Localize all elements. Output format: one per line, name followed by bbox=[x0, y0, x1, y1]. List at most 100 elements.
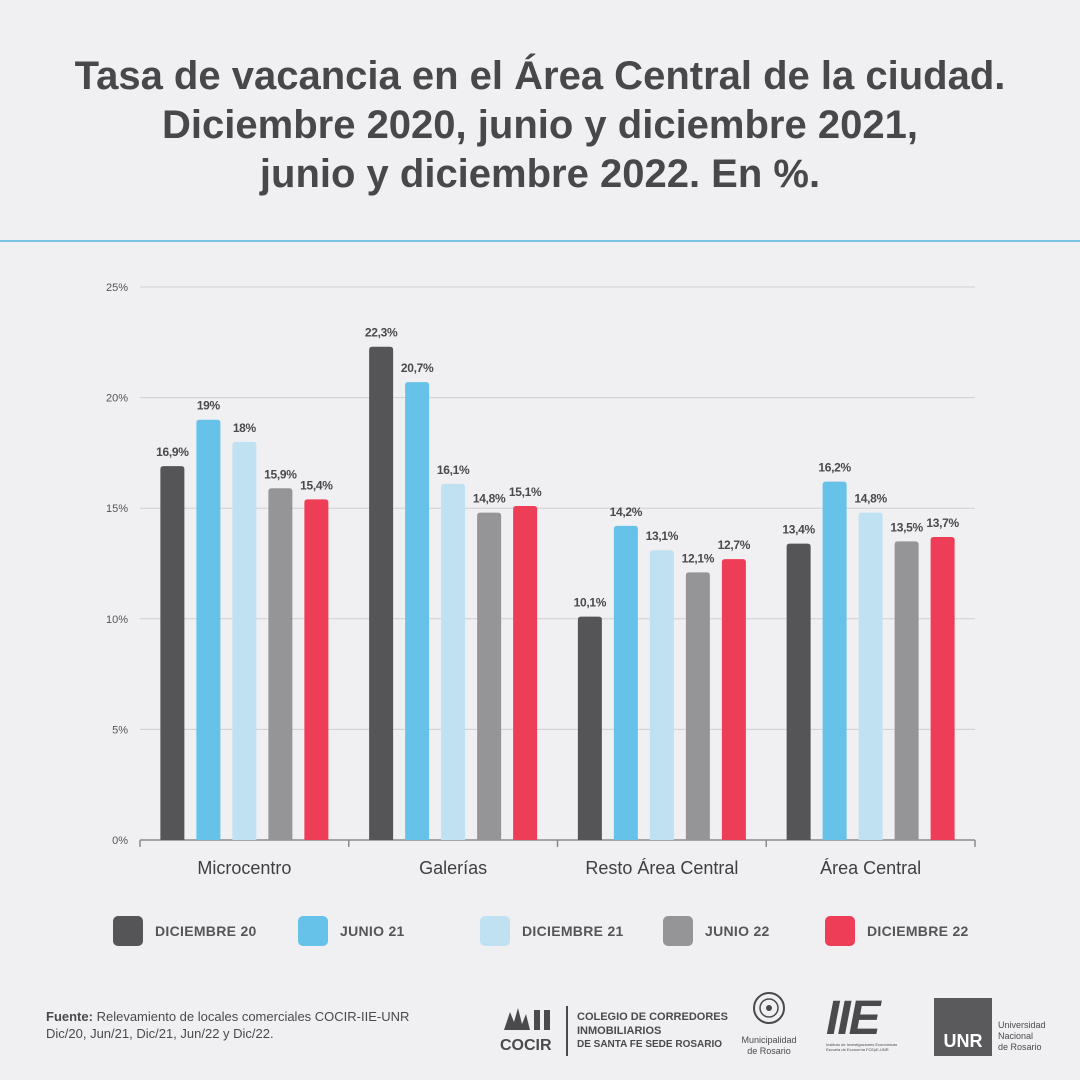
data-label: 15,9% bbox=[264, 467, 297, 481]
legend-swatch-dic21 bbox=[480, 916, 510, 946]
cocir-line-1: COLEGIO DE CORREDORES bbox=[577, 1011, 728, 1023]
data-label: 10,1% bbox=[574, 596, 607, 610]
data-label: 16,2% bbox=[818, 461, 851, 475]
municipalidad-logo: Municipalidad de Rosario bbox=[734, 990, 804, 1060]
legend-item-dic22: DICIEMBRE 22 bbox=[825, 915, 969, 947]
bar bbox=[721, 559, 746, 840]
y-tick-label: 0% bbox=[112, 835, 128, 847]
data-label: 13,4% bbox=[782, 523, 815, 537]
footer-logos: COCIR COLEGIO DE CORREDORES INMOBILIARIO… bbox=[0, 990, 1080, 1060]
title-line-2: Diciembre 2020, junio y diciembre 2021, bbox=[162, 103, 918, 147]
bar bbox=[196, 419, 221, 840]
data-label: 15,1% bbox=[509, 485, 542, 499]
unr-text: Universidad Nacional de Rosario bbox=[998, 1020, 1046, 1053]
x-category-label: Área Central bbox=[820, 858, 921, 878]
data-label: 14,8% bbox=[473, 492, 506, 506]
iie-line-1: Instituto de Investigaciones Económicas bbox=[826, 1042, 898, 1047]
bar bbox=[513, 505, 538, 840]
data-label: 22,3% bbox=[365, 326, 398, 340]
municipal-seal-icon bbox=[753, 992, 785, 1024]
data-label: 16,1% bbox=[437, 463, 470, 477]
legend-label-dic22: DICIEMBRE 22 bbox=[867, 923, 969, 939]
source-line-2: Dic/20, Jun/21, Dic/21, Jun/22 y Dic/22. bbox=[46, 1026, 274, 1041]
unr-box: UNR bbox=[934, 998, 992, 1056]
cocir-logo: COCIR bbox=[500, 1004, 562, 1056]
bar bbox=[304, 499, 329, 840]
chart-title: Tasa de vacancia en el Área Central de l… bbox=[0, 52, 1080, 199]
muni-line-1: Municipalidad bbox=[741, 1035, 797, 1045]
legend-label-jun22: JUNIO 22 bbox=[705, 923, 770, 939]
unr-line-1: Universidad bbox=[998, 1020, 1046, 1030]
data-label: 13,1% bbox=[646, 529, 679, 543]
x-category-label: Resto Área Central bbox=[585, 858, 738, 878]
unr-logo: UNR bbox=[934, 998, 992, 1056]
source-label: Fuente: bbox=[46, 1009, 93, 1024]
y-tick-label: 10% bbox=[106, 614, 128, 626]
muni-line-2: de Rosario bbox=[747, 1046, 791, 1056]
cocir-text: COLEGIO DE CORREDORES INMOBILIARIOS DE S… bbox=[577, 1010, 728, 1052]
data-label: 13,7% bbox=[926, 516, 959, 530]
cocir-separator bbox=[566, 1006, 568, 1056]
bar-chart: 0% 5% 10% 15% 20% 25% 16,9% 19% 18% 15,9%15,4% Mic… bbox=[106, 282, 976, 878]
x-category-label: Microcentro bbox=[197, 858, 291, 878]
title-line-3: junio y diciembre 2022. En %. bbox=[259, 152, 821, 196]
data-label: 16,9% bbox=[156, 445, 189, 459]
bar bbox=[160, 466, 185, 840]
legend-swatch-jun22 bbox=[663, 916, 693, 946]
cocir-wordmark: COCIR bbox=[500, 1037, 552, 1054]
chart-legend: DICIEMBRE 20 JUNIO 21 DICIEMBRE 21 JUNIO… bbox=[0, 915, 1080, 947]
title-divider bbox=[0, 240, 1080, 242]
data-label: 12,1% bbox=[682, 551, 715, 565]
legend-item-jun21: JUNIO 21 bbox=[298, 915, 405, 947]
bar bbox=[405, 382, 430, 840]
iie-line-2: Escuela de Economía FCEyE-UNR bbox=[826, 1047, 889, 1052]
bar bbox=[613, 525, 638, 840]
bar bbox=[268, 488, 293, 840]
source-line-1: Relevamiento de locales comerciales COCI… bbox=[96, 1009, 410, 1024]
bar bbox=[894, 541, 919, 840]
unr-line-3: de Rosario bbox=[998, 1042, 1042, 1052]
iie-wordmark: IIE bbox=[826, 992, 881, 1045]
legend-item-dic21: DICIEMBRE 21 bbox=[480, 915, 624, 947]
bar bbox=[858, 512, 883, 840]
bar bbox=[369, 346, 394, 840]
bar bbox=[786, 543, 811, 840]
y-tick-label: 25% bbox=[106, 282, 128, 294]
bar bbox=[649, 550, 674, 840]
data-label: 14,2% bbox=[610, 505, 643, 519]
source-note: Fuente: Relevamiento de locales comercia… bbox=[46, 1008, 409, 1042]
data-label: 19% bbox=[197, 399, 221, 413]
data-label: 15,4% bbox=[300, 478, 333, 492]
cocir-emblem-icon bbox=[504, 1008, 550, 1030]
y-tick-label: 20% bbox=[106, 393, 128, 405]
cocir-line-3: DE SANTA FE SEDE ROSARIO bbox=[577, 1039, 723, 1050]
iie-logo: IIE Instituto de Investigaciones Económi… bbox=[826, 992, 918, 1056]
unr-line-2: Nacional bbox=[998, 1031, 1034, 1041]
legend-swatch-jun21 bbox=[298, 916, 328, 946]
bar bbox=[685, 572, 710, 840]
x-category-label: Galerías bbox=[419, 858, 487, 878]
y-tick-label: 5% bbox=[112, 724, 128, 736]
bar bbox=[577, 616, 602, 840]
legend-swatch-dic20 bbox=[113, 916, 143, 946]
bar bbox=[441, 483, 466, 840]
cocir-line-2: INMOBILIARIOS bbox=[577, 1025, 662, 1037]
bar bbox=[477, 512, 502, 840]
legend-swatch-dic22 bbox=[825, 916, 855, 946]
data-label: 12,7% bbox=[718, 538, 751, 552]
title-line-1: Tasa de vacancia en el Área Central de l… bbox=[74, 54, 1006, 98]
data-label: 13,5% bbox=[890, 520, 923, 534]
bar bbox=[822, 481, 847, 840]
legend-item-jun22: JUNIO 22 bbox=[663, 915, 770, 947]
unr-wordmark: UNR bbox=[943, 1031, 983, 1051]
data-label: 20,7% bbox=[401, 361, 434, 375]
legend-label-jun21: JUNIO 21 bbox=[340, 923, 405, 939]
legend-label-dic20: DICIEMBRE 20 bbox=[155, 923, 257, 939]
data-label: 18% bbox=[233, 421, 257, 435]
y-tick-label: 15% bbox=[106, 503, 128, 515]
legend-label-dic21: DICIEMBRE 21 bbox=[522, 923, 624, 939]
bar bbox=[232, 441, 257, 840]
legend-item-dic20: DICIEMBRE 20 bbox=[113, 915, 257, 947]
bar bbox=[930, 536, 955, 840]
data-label: 14,8% bbox=[854, 492, 887, 506]
